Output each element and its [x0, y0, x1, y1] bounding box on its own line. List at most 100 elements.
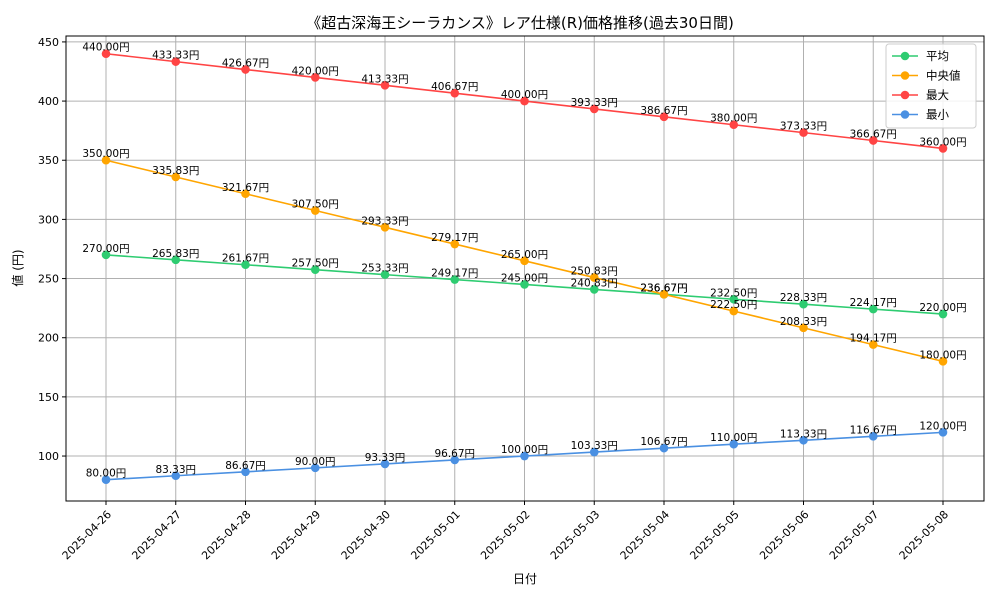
x-tick-label: 2025-04-30: [339, 508, 393, 562]
data-point: [310, 73, 320, 82]
data-label: 265.00円: [501, 249, 548, 261]
data-label: 440.00円: [82, 42, 129, 54]
data-label: 194.17円: [850, 333, 897, 345]
data-point: [450, 88, 460, 98]
data-point: [241, 467, 250, 477]
data-point: [799, 435, 808, 445]
x-tick-labels: 2025-04-26 2025-04-27 2025-04-28 2025-04-29…: [60, 501, 951, 562]
data-point: [450, 455, 460, 465]
data-point: [868, 432, 878, 441]
data-label: 426.67円: [222, 58, 269, 70]
data-label: 265.83円: [152, 248, 199, 260]
data-label: 83.33円: [155, 464, 196, 476]
x-tick-label: 2025-05-05: [687, 508, 741, 562]
legend-box: [885, 43, 977, 129]
data-point: [241, 189, 250, 199]
data-point: [101, 155, 111, 165]
data-point: [589, 273, 599, 282]
data-label: 116.67円: [850, 424, 897, 436]
data-point: [938, 309, 948, 319]
data-label: 240.83円: [571, 277, 618, 289]
legend-swatch-marker: [900, 110, 910, 119]
data-point: [868, 340, 878, 349]
data-point: [659, 112, 669, 122]
legend-swatch-marker: [900, 90, 910, 100]
data-label: 350.00円: [82, 148, 129, 160]
data-point: [450, 239, 460, 249]
data-label: 110.00円: [710, 432, 757, 444]
data-label: 433.33円: [152, 50, 199, 62]
data-point: [380, 81, 390, 90]
data-label: 232.50円: [710, 287, 757, 299]
x-tick-label: 2025-04-27: [129, 508, 183, 562]
data-label: 93.33円: [365, 452, 406, 464]
legend-label: 最小: [926, 108, 949, 122]
x-tick-label: 2025-05-01: [408, 508, 462, 562]
data-point: [799, 128, 808, 137]
x-tick-label: 2025-04-26: [60, 508, 114, 562]
data-point: [659, 443, 669, 453]
data-labels: 270.00円 265.83円 261.67円 257.50円 253.33円 249.1…: [82, 42, 966, 480]
y-tick-label: 450: [38, 36, 59, 49]
data-point: [171, 471, 181, 481]
data-label: 249.17円: [431, 268, 478, 280]
data-label: 257.50円: [292, 258, 339, 270]
data-label: 86.67円: [225, 460, 266, 472]
data-label: 307.50円: [292, 199, 339, 211]
data-label: 360.00円: [919, 136, 966, 148]
data-point: [589, 104, 599, 114]
data-point: [589, 447, 599, 457]
x-tick-label: 2025-05-02: [478, 508, 532, 562]
data-label: 279.17円: [431, 232, 478, 244]
data-label: 393.33円: [571, 97, 618, 109]
data-point: [520, 96, 529, 106]
data-point: [520, 451, 529, 461]
data-label: 380.00円: [710, 113, 757, 125]
y-tick-label: 250: [38, 273, 59, 286]
data-label: 208.33円: [780, 316, 827, 328]
data-point: [101, 475, 111, 485]
y-tick-label: 400: [38, 95, 59, 108]
data-label: 113.33円: [780, 428, 827, 440]
data-point: [241, 65, 250, 74]
data-point: [310, 265, 320, 274]
data-label: 250.83円: [571, 266, 618, 278]
data-label: 261.67円: [222, 253, 269, 265]
chart-title: 《超古深海王シーラカンス》レア仕様(R)価格推移(過去30日間): [306, 14, 734, 32]
series-lines: [101, 49, 948, 485]
data-label: 120.00円: [919, 420, 966, 432]
legend-swatch-marker: [900, 71, 910, 80]
data-label: 96.67円: [434, 448, 475, 460]
data-label: 222.50円: [710, 299, 757, 311]
data-point: [589, 285, 599, 294]
x-tick-label: 2025-05-04: [618, 508, 672, 562]
data-point: [520, 280, 529, 289]
x-tick-label: 2025-04-28: [199, 508, 253, 562]
data-point: [171, 172, 181, 182]
data-label: 236.67円: [640, 282, 687, 294]
data-point: [868, 136, 878, 145]
y-axis-label: 値 (円): [10, 249, 25, 286]
legend-label: 最大: [926, 88, 949, 102]
data-point: [799, 299, 808, 309]
y-tick-label: 200: [38, 332, 59, 345]
x-tick-label: 2025-05-08: [897, 508, 951, 562]
data-label: 224.17円: [850, 297, 897, 309]
data-point: [450, 275, 460, 284]
x-tick-label: 2025-05-03: [548, 508, 602, 562]
y-tick-label: 150: [38, 391, 59, 404]
data-point: [868, 304, 878, 314]
data-label: 321.67円: [222, 182, 269, 194]
legend-swatch-marker: [900, 51, 910, 61]
x-tick-label: 2025-05-07: [827, 508, 881, 562]
data-point: [171, 255, 181, 265]
data-point: [729, 439, 739, 449]
data-point: [799, 323, 808, 333]
y-tick-labels: 100 150 200 250 300 350 400 450: [38, 36, 66, 463]
x-axis-label: 日付: [513, 572, 537, 586]
data-point: [101, 250, 111, 260]
data-point: [938, 357, 948, 366]
data-label: 103.33円: [571, 440, 618, 452]
